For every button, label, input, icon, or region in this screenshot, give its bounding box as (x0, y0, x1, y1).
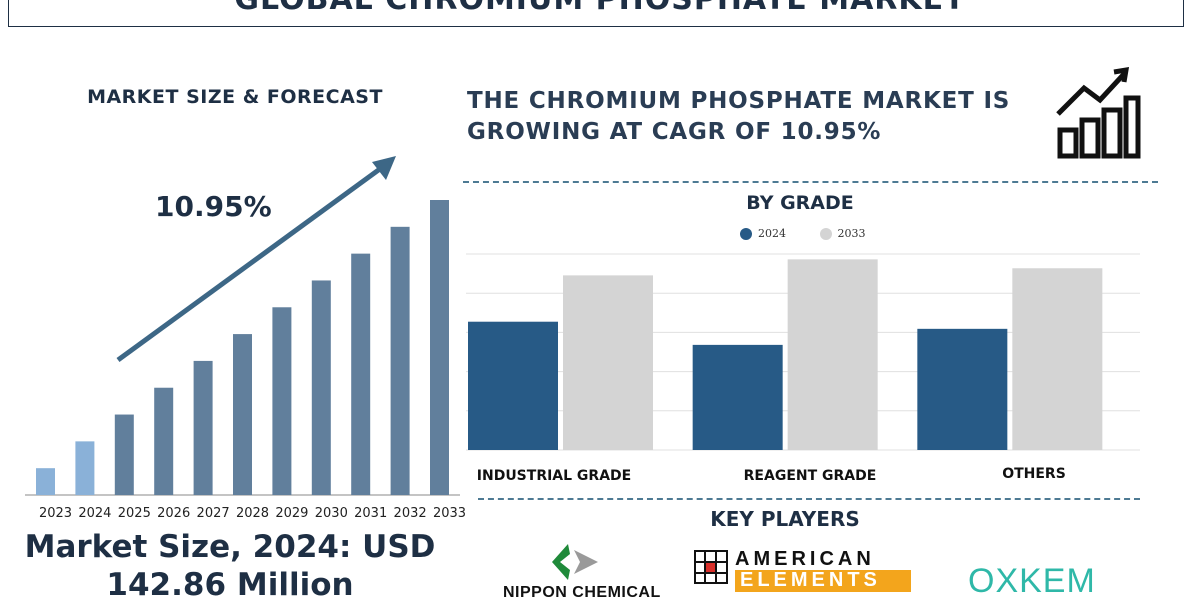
legend-item-2033: 2033 (819, 226, 866, 240)
year-label-2029: 2029 (275, 506, 309, 521)
year-label-2030: 2030 (314, 506, 348, 521)
forecast-bar-2033 (430, 200, 449, 495)
grade-bar-2033-0 (563, 275, 653, 450)
forecast-chart (25, 156, 460, 496)
year-label-2027: 2027 (196, 506, 230, 521)
legend-label-2033: 2033 (837, 226, 866, 240)
growth-chart-icon (1056, 66, 1141, 159)
forecast-bar-2030 (311, 280, 331, 495)
cagr-label: 10.95% (155, 190, 272, 223)
legend-item-2024: 2024 (740, 227, 786, 240)
market-size-text: Market Size, 2024: USD 142.86 Million (0, 528, 460, 604)
forecast-bar-2026 (154, 387, 174, 495)
year-label-2023: 2023 (38, 506, 73, 521)
forecast-bar-2027 (193, 360, 213, 495)
american-elements-top: AMERICAN (735, 548, 875, 570)
oxkem-logo: OXKEM (968, 562, 1096, 600)
category-label-others: OTHERS (1002, 466, 1066, 482)
nippon-chemical-name: NIPPON CHEMICAL (503, 584, 661, 601)
headline-line1: THE CHROMIUM PHOSPHATE MARKET IS (467, 88, 1011, 114)
year-label-2026: 2026 (157, 506, 191, 521)
grade-bar-2024-0 (468, 321, 558, 450)
nippon-chemical-logo (552, 544, 598, 580)
forecast-bar-2031 (351, 253, 371, 495)
american-elements-band (735, 570, 911, 592)
grade-bar-2024-2 (917, 328, 1008, 450)
forecast-bar-2023 (36, 468, 55, 495)
market-size-line1: Market Size, 2024: USD (24, 529, 436, 565)
american-elements-bottom: ELEMENTS (740, 569, 881, 591)
grade-legend: 2024 2033 (740, 226, 896, 240)
year-label-2031: 2031 (354, 506, 388, 521)
forecast-bar-2025 (114, 414, 134, 495)
growth-arrow-line (116, 163, 386, 363)
headline-line2: GROWING AT CAGR OF 10.95% (467, 119, 882, 145)
grade-chart (466, 253, 1140, 451)
year-label-2028: 2028 (235, 506, 270, 521)
year-label-2033: 2033 (432, 506, 467, 521)
forecast-bar-2032 (390, 226, 410, 495)
legend-label-2024: 2024 (758, 226, 786, 240)
headline-text: THE CHROMIUM PHOSPHATE MARKET IS GROWING… (467, 86, 1047, 148)
forecast-bar-2024 (75, 441, 95, 495)
market-size-heading: MARKET SIZE & FORECAST (87, 86, 383, 108)
legend-swatch-2033 (819, 227, 832, 240)
growth-arrow-head (372, 156, 396, 180)
american-elements-grid-icon (694, 550, 728, 584)
separator-mid (478, 498, 1140, 500)
year-label-2024: 2024 (78, 506, 112, 521)
title-frame (8, 0, 1184, 27)
forecast-bar-2028 (233, 334, 252, 495)
grade-bar-2033-1 (787, 259, 878, 450)
separator-top (463, 181, 1158, 183)
grade-bar-2024-1 (692, 344, 783, 450)
category-label-reagent: REAGENT GRADE (743, 468, 877, 484)
grade-chart-title: BY GRADE (746, 192, 854, 214)
year-label-2032: 2032 (393, 506, 427, 521)
legend-swatch-2024 (740, 227, 752, 240)
market-size-line2: 142.86 Million (106, 567, 354, 603)
page-title: GLOBAL CHROMIUM PHOSPHATE MARKET (0, 0, 1200, 17)
year-label-2025: 2025 (117, 506, 151, 521)
grade-bar-2033-2 (1012, 268, 1103, 450)
key-players-title: KEY PLAYERS (710, 507, 860, 531)
forecast-bar-2029 (272, 307, 292, 495)
category-label-industrial: INDUSTRIAL GRADE (476, 468, 632, 484)
